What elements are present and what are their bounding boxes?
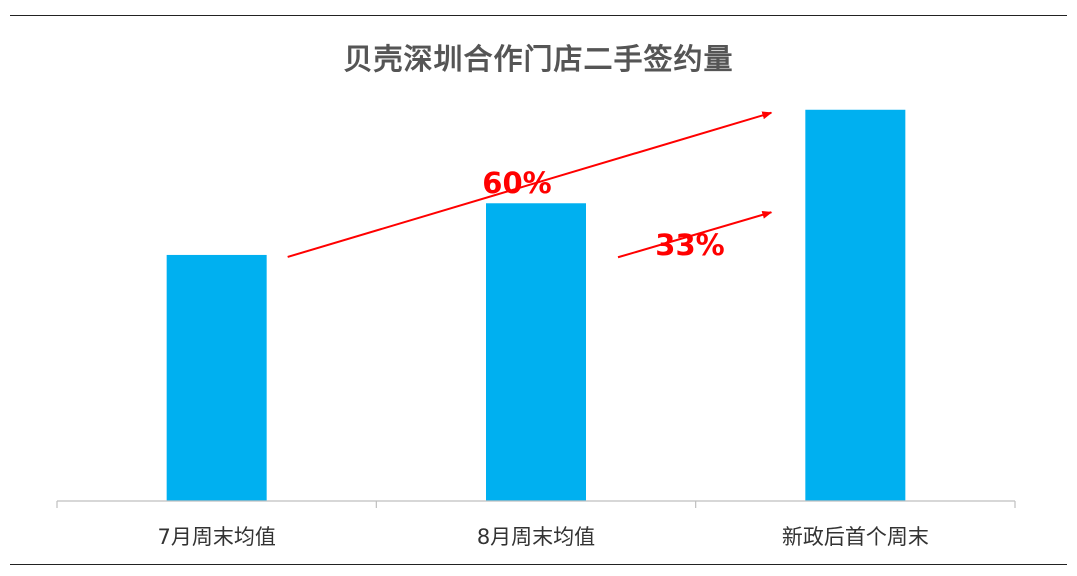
x-tick-label: 8月周末均值 (477, 525, 595, 549)
growth-label-2: 33% (655, 228, 724, 262)
bar-1 (166, 254, 267, 501)
growth-arrow-2 (617, 210, 773, 259)
bar-2 (486, 203, 586, 501)
growth-label-1: 60% (482, 166, 551, 200)
x-tick-label: 7月周末均值 (157, 525, 275, 549)
bar-3 (805, 109, 906, 501)
growth-arrow-1 (287, 111, 773, 258)
top-rule (10, 15, 1067, 16)
bottom-rule (10, 564, 1067, 565)
chart-title: 贝壳深圳合作门店二手签约量 (343, 42, 734, 76)
x-tick-label: 新政后首个周末 (782, 525, 929, 549)
